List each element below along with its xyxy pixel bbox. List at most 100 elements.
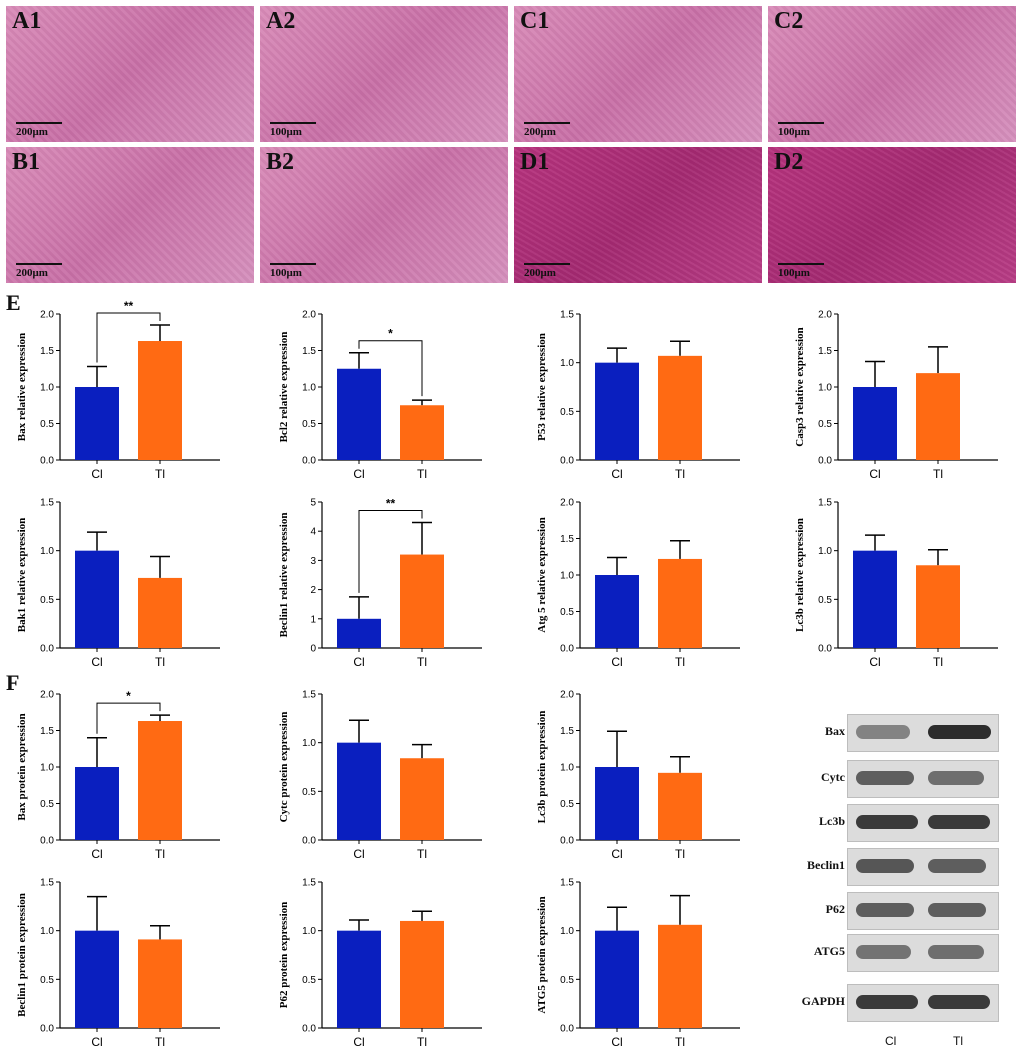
histology-image [6, 147, 254, 283]
chart-svg: 0.0 0.5 1.0 1.5 ATG5 protein expression Cl Tl [536, 878, 740, 1049]
y-tick-label: 1.0 [302, 926, 316, 937]
y-axis-label: Lc3b relative expression [794, 518, 806, 632]
significance-marker: ** [124, 300, 134, 313]
blot-band-cl [856, 995, 918, 1009]
blot-strip [847, 984, 999, 1022]
panel-label: B1 [12, 149, 41, 175]
bar-tl [658, 772, 702, 840]
blot-label: Lc3b [818, 814, 845, 828]
y-axis-label: ATG5 protein expression [536, 896, 548, 1013]
blot-row-atg5: ATG5 [793, 934, 1011, 972]
blot-band-tl [928, 945, 984, 959]
scale-bar-line [524, 122, 570, 124]
y-tick-label: 1.0 [40, 763, 54, 774]
significance-marker: * [388, 327, 393, 341]
chart-svg: 0.0 0.5 1.0 1.5 Lc3b relative expression Cl Tl [794, 498, 998, 669]
y-tick-label: 0.0 [302, 456, 316, 467]
bar-chart: 0 1 2 3 4 5 Beclin1 relative expression Cl Tl ** [262, 488, 502, 678]
blot-strip [847, 934, 999, 972]
scale-bar-label: 200μm [524, 267, 556, 279]
y-tick-label: 0.0 [560, 644, 574, 655]
y-axis-label: Atg 5 relative expression [536, 517, 548, 632]
bar-cl [595, 930, 639, 1028]
y-axis-label: P62 protein expression [278, 902, 290, 1009]
y-axis-label: Beclin1 relative expression [278, 513, 290, 638]
blot-band-cl [856, 815, 918, 829]
y-tick-label: 0 [310, 644, 316, 655]
y-tick-label: 0.0 [560, 456, 574, 467]
bar-chart: 0.0 0.5 1.0 1.5 Cytc protein expression Cl Tl [262, 680, 502, 870]
y-tick-label: 0.5 [40, 595, 54, 606]
bar-chart: 0.0 0.5 1.0 1.5 2.0 Bax protein expression Cl T… [0, 680, 240, 870]
blot-label: ATG5 [813, 944, 845, 958]
y-tick-label: 0.5 [302, 787, 316, 798]
blot-strip [847, 760, 999, 798]
bar-chart: 0.0 0.5 1.0 1.5 Bak1 relative expression Cl Tl [0, 488, 240, 678]
x-tick-label: Tl [417, 1035, 427, 1049]
bar-tl [658, 924, 702, 1028]
y-axis-label: Cytc protein expression [278, 712, 290, 823]
y-tick-label: 0.0 [818, 456, 832, 467]
y-tick-label: 0.0 [40, 1024, 54, 1035]
x-tick-label: Tl [675, 467, 685, 481]
scale-bar-label: 200μm [16, 126, 48, 138]
bar-tl [138, 721, 182, 840]
bar-tl [400, 554, 444, 648]
bar-cl [75, 767, 119, 840]
chart-svg: 0.0 0.5 1.0 1.5 2.0 Bax protein expression Cl T… [16, 689, 220, 861]
chart-svg: 0.0 0.5 1.0 1.5 P53 relative expression Cl Tl [536, 310, 740, 481]
chart-svg: 0.0 0.5 1.0 1.5 Cytc protein expression Cl Tl [278, 690, 482, 861]
blot-strip [847, 714, 999, 752]
x-tick-label: Cl [91, 467, 102, 481]
y-tick-label: 0.0 [560, 1024, 574, 1035]
bar-tl [916, 565, 960, 648]
significance-marker: ** [386, 496, 396, 510]
y-axis-label: Bax protein expression [16, 713, 28, 820]
chart-svg: 0.0 0.5 1.0 1.5 Beclin1 protein expression Cl… [16, 878, 220, 1049]
panel-label: A2 [266, 8, 296, 34]
chart-svg: 0.0 0.5 1.0 1.5 Bak1 relative expression Cl Tl [16, 498, 220, 669]
bar-chart: 0.0 0.5 1.0 1.5 P53 relative expression Cl Tl [520, 300, 760, 490]
bar-cl [75, 930, 119, 1028]
y-tick-label: 1.5 [560, 878, 574, 889]
chart-svg: 0.0 0.5 1.0 1.5 2.0 Bax relative expression Cl… [16, 300, 220, 481]
blot-band-cl [856, 859, 915, 873]
histology-panel-d1: D1 200μm [514, 147, 762, 283]
bar-chart: 0.0 0.5 1.0 1.5 Beclin1 protein expression Cl… [0, 868, 240, 1058]
histology-panel-d2: D2 100μm [768, 147, 1016, 283]
bar-chart: 0.0 0.5 1.0 1.5 Lc3b relative expression Cl Tl [778, 488, 1018, 678]
panel-label: D1 [520, 149, 550, 175]
y-tick-label: 1.5 [560, 310, 574, 321]
x-tick-label: Tl [155, 655, 165, 669]
significance-bracket [96, 702, 161, 734]
blot-label: Cytc [821, 770, 845, 784]
blot-band-cl [856, 945, 912, 959]
y-tick-label: 1 [310, 614, 316, 625]
bar-tl [400, 758, 444, 840]
blot-band-tl [928, 995, 990, 1009]
y-tick-label: 0.5 [40, 799, 54, 810]
histology-image [260, 6, 508, 142]
x-tick-label: Cl [91, 1035, 102, 1049]
y-tick-label: 0.0 [40, 644, 54, 655]
scale-bar: 200μm [524, 122, 570, 138]
blot-band-tl [928, 903, 986, 917]
scale-bar: 100μm [778, 263, 824, 279]
blot-x-label: Cl [885, 1034, 897, 1048]
x-tick-label: Tl [417, 847, 427, 861]
y-tick-label: 2.0 [302, 310, 316, 321]
y-tick-label: 1.5 [302, 878, 316, 889]
histology-image [260, 147, 508, 283]
chart-svg: 0.0 0.5 1.0 1.5 P62 protein expression Cl Tl [278, 878, 482, 1049]
y-tick-label: 0.0 [40, 836, 54, 847]
blot-row-cytc: Cytc [793, 760, 1011, 798]
panel-label: A1 [12, 8, 42, 34]
x-tick-label: Tl [155, 847, 165, 861]
blot-band-cl [856, 725, 910, 739]
scale-bar: 100μm [270, 122, 316, 138]
bar-tl [658, 355, 702, 460]
scale-bar: 100μm [270, 263, 316, 279]
bar-chart: 0.0 0.5 1.0 1.5 2.0 Bax relative expression Cl… [0, 300, 240, 490]
y-tick-label: 0.5 [560, 975, 574, 986]
x-tick-label: Cl [353, 847, 364, 861]
